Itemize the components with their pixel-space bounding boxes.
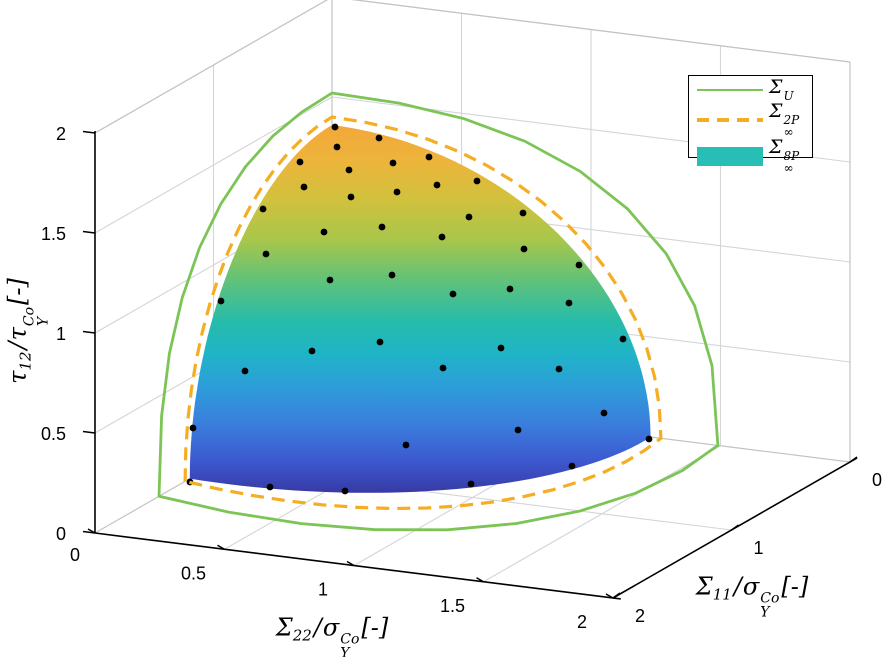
probe-point (568, 462, 576, 470)
tick-label: 2 (635, 606, 645, 626)
tick-marks (82, 130, 858, 599)
legend-swatch-patch (697, 146, 763, 166)
probe-point (393, 188, 401, 196)
probe-point (506, 285, 514, 293)
probe-point (262, 250, 270, 258)
probe-point (241, 367, 249, 375)
probe-point (438, 233, 446, 241)
probe-point (389, 159, 397, 167)
probe-point (555, 365, 563, 373)
probe-point (320, 228, 328, 236)
tick-label: 2 (56, 124, 66, 144)
probe-point (326, 276, 334, 284)
probe-point (575, 261, 583, 269)
probe-point (565, 299, 573, 307)
probe-point (619, 335, 627, 343)
probe-point (333, 143, 341, 151)
probe-point (497, 344, 505, 352)
tick-label: 1 (318, 580, 328, 600)
tick-label: 0 (56, 524, 66, 544)
probe-point (520, 245, 528, 253)
z-label-numerator: τ (3, 370, 32, 384)
probe-point (514, 426, 522, 434)
probe-point (465, 213, 473, 221)
x-axis-label: Σ22/σ Co Y [-] (275, 613, 389, 657)
probe-point (296, 158, 304, 166)
x-label-numerator: Σ (275, 613, 293, 642)
probe-point (347, 193, 355, 201)
probe-point (259, 205, 267, 213)
probe-point (600, 409, 608, 417)
yield-surface-8p (189, 125, 651, 493)
probe-point (266, 483, 274, 491)
bound-2p-curve (183, 115, 663, 511)
tick-label: 0 (70, 545, 80, 565)
legend-item-sigma-inf-8p: Σ 8P ∞ (689, 138, 812, 174)
probe-point (189, 424, 197, 432)
probe-point (376, 338, 384, 346)
probe-point (345, 166, 353, 174)
tick-label: 1.5 (440, 596, 465, 616)
probe-point (217, 297, 225, 305)
z-axis-label: τ12/τ Co Y [-] (3, 278, 52, 384)
y-axis-label: Σ11/σ Co Y [-] (695, 572, 809, 621)
probe-points (186, 123, 653, 495)
y-label-numerator: Σ (695, 572, 713, 601)
legend-swatch-dashed-line (697, 118, 763, 122)
bound-u-curve (157, 91, 720, 532)
probe-point (331, 123, 339, 131)
probe-point (449, 290, 457, 298)
legend-item-sigma-inf-2p: Σ 2P ∞ (689, 102, 812, 138)
tick-label: 1 (753, 538, 763, 558)
probe-point (645, 435, 653, 443)
tick-labels: 0 0.5 1 1.5 2 0 1 2 0 0.5 1 1.5 2 (41, 124, 882, 632)
probe-point (519, 209, 527, 217)
tick-label: 1 (56, 324, 66, 344)
tick-label: 1.5 (41, 224, 66, 244)
probe-point (467, 480, 475, 488)
probe-point (402, 441, 410, 449)
probe-point (439, 364, 447, 372)
probe-point (375, 134, 383, 142)
probe-point (425, 153, 433, 161)
x-label-denominator: σ (322, 613, 340, 642)
y-label-denominator: σ (742, 572, 760, 601)
probe-point (433, 181, 441, 189)
probe-point (388, 271, 396, 279)
probe-point (300, 183, 308, 191)
tick-label: 2 (577, 612, 587, 632)
probe-point (473, 177, 481, 185)
probe-point (378, 223, 386, 231)
tick-label: 0 (872, 470, 882, 490)
legend-swatch-solid-line (697, 89, 763, 91)
probe-point (341, 487, 349, 495)
tick-label: 0.5 (181, 563, 206, 583)
z-label-denominator: τ (3, 327, 32, 341)
probe-point (308, 347, 316, 355)
tick-label: 0.5 (41, 424, 66, 444)
